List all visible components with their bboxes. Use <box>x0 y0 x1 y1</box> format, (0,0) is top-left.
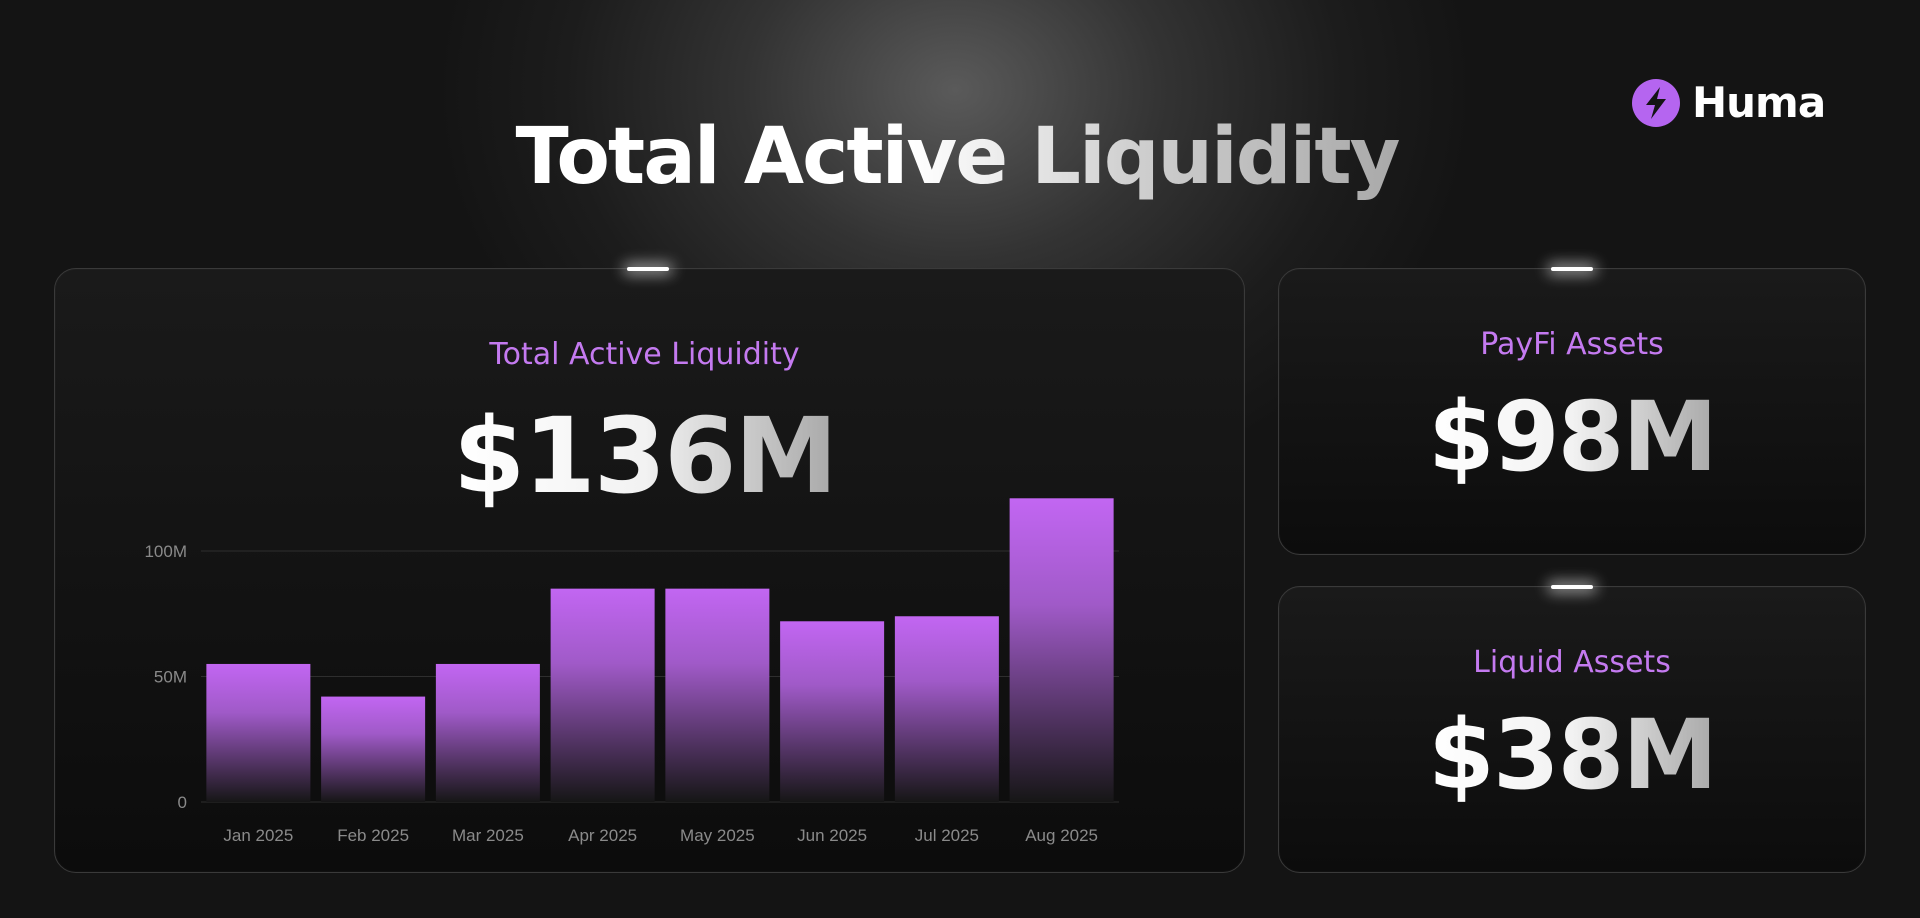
liquid-assets-value: $38M <box>1428 699 1718 811</box>
bar <box>1009 498 1114 802</box>
x-tick-label: Apr 2025 <box>568 826 637 845</box>
liquid-assets-card: Liquid Assets $38M <box>1278 585 1866 873</box>
x-tick-label: Aug 2025 <box>1025 826 1098 845</box>
bar <box>894 616 999 802</box>
x-tick-label: Jun 2025 <box>797 826 867 845</box>
payfi-assets-value: $98M <box>1428 381 1718 493</box>
x-tick-label: Feb 2025 <box>337 826 409 845</box>
payfi-assets-label: PayFi Assets <box>1480 327 1664 362</box>
payfi-assets-card: PayFi Assets $98M <box>1278 267 1866 555</box>
page-title: Total Active Liquidity <box>515 112 1400 202</box>
card-glow <box>1551 267 1593 271</box>
card-glow <box>627 267 669 271</box>
bolt-icon <box>1632 78 1680 127</box>
y-tick-label: 50M <box>154 668 187 687</box>
x-tick-label: May 2025 <box>680 826 755 845</box>
chart-card-label: Total Active Liquidity <box>489 337 800 372</box>
y-tick-label: 100M <box>144 542 187 561</box>
brand-name: Huma <box>1692 78 1826 127</box>
bar <box>550 588 655 802</box>
total-liquidity-value: $136M <box>453 395 838 517</box>
brand-logo: Huma <box>1632 78 1826 127</box>
card-glow <box>1551 585 1593 589</box>
bar <box>321 696 426 802</box>
bar-chart: 0 50M 100M Jan 2025 Feb 2025 Mar 2025 Apr 2025… <box>144 498 1119 845</box>
bar <box>665 588 770 802</box>
x-tick-label: Jul 2025 <box>915 826 979 845</box>
bar <box>206 663 311 802</box>
bar <box>435 663 540 802</box>
total-liquidity-card: Total Active Liquidity $136M 0 50M 100M Jan… <box>54 267 1245 873</box>
bar <box>780 621 885 802</box>
liquid-assets-label: Liquid Assets <box>1473 645 1671 680</box>
x-tick-label: Mar 2025 <box>452 826 524 845</box>
x-tick-label: Jan 2025 <box>223 826 293 845</box>
y-tick-label: 0 <box>178 793 187 812</box>
